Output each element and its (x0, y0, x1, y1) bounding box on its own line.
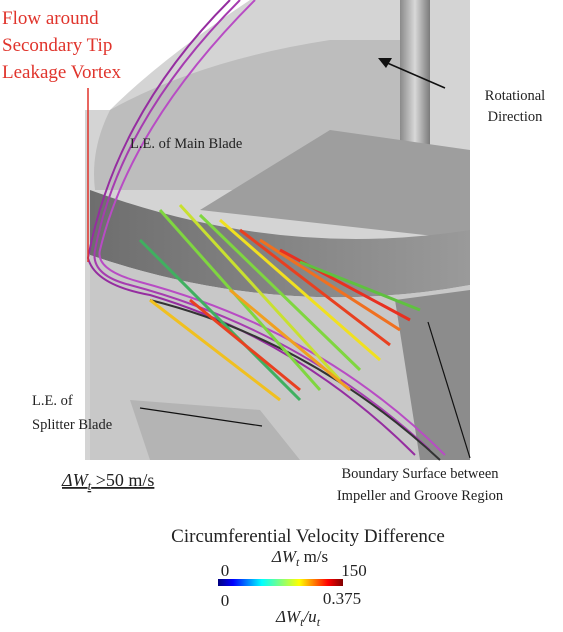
symbol: ΔW (271, 547, 298, 566)
symbol: ΔW (275, 607, 302, 626)
colorbar-min: 0 (221, 561, 230, 580)
threshold-text: >50 m/s (91, 470, 154, 490)
unit: m/s (299, 547, 328, 566)
boundary-label: Impeller and Groove Region (337, 488, 504, 504)
colorbar-top-label: ΔWt m/s (271, 547, 328, 569)
main-blade-label: L.E. of Main Blade (130, 136, 242, 152)
vortex-label: Secondary Tip (2, 35, 112, 56)
colorbar-max: 0.375 (323, 589, 361, 608)
colorbar (218, 579, 343, 586)
colorbar-bottom-label: ΔWt/ut (275, 607, 321, 629)
vortex-label: Flow around (2, 8, 99, 29)
vortex-label: Leakage Vortex (2, 62, 122, 83)
rotation-label: Direction (488, 109, 544, 125)
rotation-label: Rotational (485, 88, 545, 104)
colorbar-min: 0 (221, 591, 230, 610)
subscript: t (317, 615, 321, 629)
threshold-label: ΔWt >50 m/s (61, 470, 154, 493)
symbol: ΔW (61, 470, 90, 490)
divisor: /u (302, 607, 316, 626)
colorbar-title: Circumferential Velocity Difference (171, 526, 445, 547)
colorbar-max: 150 (341, 561, 367, 580)
splitter-label: L.E. of (32, 393, 73, 409)
figure: Flow around Secondary Tip Leakage Vortex… (0, 0, 563, 632)
splitter-label: Splitter Blade (32, 417, 112, 433)
scene (85, 0, 470, 460)
boundary-label: Boundary Surface between (341, 466, 499, 482)
